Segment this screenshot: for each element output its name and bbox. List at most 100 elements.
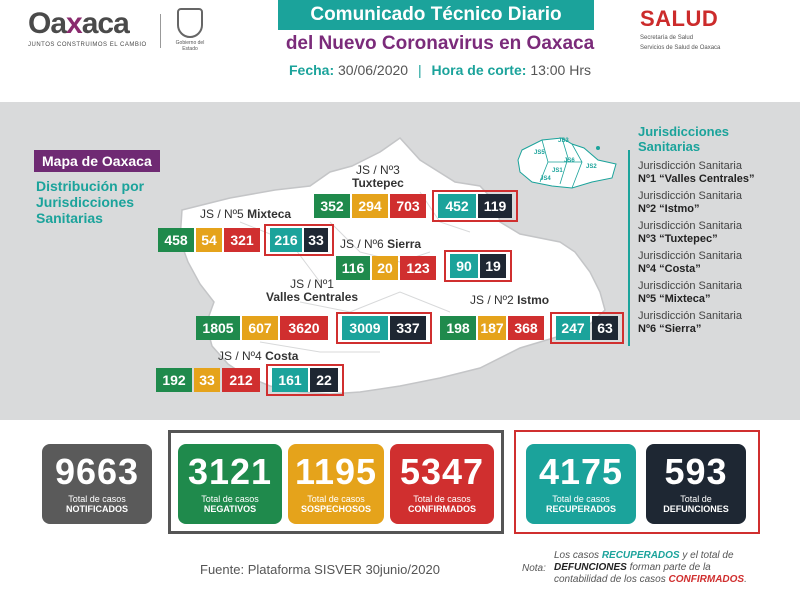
nota-part-3: forman parte de la (626, 562, 711, 573)
legend-item-3-line-1: Jurisdicción Sanitaria (638, 220, 742, 232)
logo-x: x (66, 7, 83, 40)
mapa-label: Mapa de Oaxaca (34, 150, 160, 172)
notificados-line-1: Total de casos (68, 494, 126, 504)
state-seal: Gobierno del Estado (170, 8, 210, 52)
nota-confirmados: CONFIRMADOS (668, 574, 745, 585)
tile-confirmados: 5347 Total de casos CONFIRMADOS (390, 444, 494, 524)
legend-item-3: Jurisdicción Sanitaria Nº3 “Tuxtepec” (638, 220, 742, 246)
js3-recuperados: 452 (438, 194, 476, 218)
defunciones-value: 593 (664, 451, 728, 492)
distrib-line-2: Jurisdicciones (36, 194, 135, 210)
js4-label-1: JS / Nº4 (218, 349, 262, 363)
distrib-line-3: Sanitarias (36, 210, 103, 226)
legend-item-1-line-2: Nº1 “Valles Centrales” (638, 173, 755, 185)
js6-frame (444, 250, 512, 282)
tile-notificados: 9663 Total de casos NOTIFICADOS (42, 444, 152, 524)
js5-defunciones: 33 (304, 228, 328, 252)
tile-sospechosos: 1195 Total de casos SOSPECHOSOS (288, 444, 384, 524)
js4-confirmados: 212 (222, 368, 260, 392)
legend-item-3-line-2: Nº3 “Tuxtepec” (638, 233, 718, 245)
tested-group-frame (168, 430, 504, 534)
mini-label-js6: JS6 (564, 158, 575, 164)
js5-recuperados: 216 (270, 228, 302, 252)
date-line: Fecha: 30/06/2020 | Hora de corte: 13:00… (240, 62, 640, 78)
seal-caption: Gobierno del Estado (175, 40, 205, 52)
logo-word-1: Oa (28, 7, 67, 40)
legend-title-1: Jurisdicciones (638, 124, 730, 139)
logo-word-2: aca (81, 7, 130, 40)
legend-item-1-line-1: Jurisdicción Sanitaria (638, 160, 742, 172)
defunciones-line-2: DEFUNCIONES (663, 504, 729, 514)
js1-sospechosos: 607 (242, 316, 278, 340)
legend-item-2: Jurisdicción Sanitaria Nº2 “Istmo” (638, 190, 742, 216)
notificados-value: 9663 (54, 451, 140, 492)
legend-item-4-line-2: Nº4 “Costa” (638, 263, 701, 275)
js3-frame (432, 190, 518, 222)
sospechosos-value: 1195 (294, 451, 378, 492)
sospechosos-line-1: Total de casos (307, 494, 365, 504)
hora-label: Hora de corte: (431, 62, 527, 78)
legend-item-4-line-1: Jurisdicción Sanitaria (638, 250, 742, 262)
js4-defunciones: 22 (310, 368, 338, 392)
js3-confirmados: 703 (390, 194, 426, 218)
confirmados-line-1: Total de casos (413, 494, 471, 504)
recuperados-value: 4175 (538, 451, 624, 492)
legend-item-6-line-1: Jurisdicción Sanitaria (638, 310, 742, 322)
js3-negativos: 352 (314, 194, 350, 218)
negativos-value: 3121 (187, 451, 273, 492)
js4-frame (266, 364, 344, 396)
js1-frame (336, 312, 432, 344)
js4-negativos: 192 (156, 368, 192, 392)
header-divider (160, 14, 161, 48)
notificados-line-2: NOTIFICADOS (66, 504, 128, 514)
js2-defunciones: 63 (592, 316, 618, 340)
confirmed-outcomes-frame (514, 430, 760, 534)
js6-label: JS / Nº6 Sierra (340, 238, 421, 251)
js3-defunciones: 119 (478, 194, 512, 218)
salud-logo: SALUD Secretaría de Salud Servicios de S… (640, 6, 780, 52)
tile-defunciones: 593 Total de DEFUNCIONES (646, 444, 746, 524)
nota-text: Los casos RECUPERADOS y el total de DEFU… (554, 550, 794, 586)
page-title: Comunicado Técnico Diario (278, 0, 594, 30)
js3-label-1: JS / Nº3 (356, 163, 400, 177)
hora-value: 13:00 Hrs (530, 62, 592, 78)
legend-item-5-line-1: Jurisdicción Sanitaria (638, 280, 742, 292)
js2-sospechosos: 187 (478, 316, 506, 340)
js5-negativos: 458 (158, 228, 194, 252)
js3-label: JS / Nº3 Tuxtepec (352, 164, 404, 190)
mini-label-js2: JS2 (586, 164, 597, 170)
js1-negativos: 1805 (196, 316, 240, 340)
legend-item-6-line-2: Nº6 “Sierra” (638, 323, 702, 335)
page-subtitle: del Nuevo Coronavirus en Oaxaca (285, 33, 595, 54)
js5-label: JS / Nº5 Mixteca (200, 208, 291, 221)
legend-item-5: Jurisdicción Sanitaria Nº5 “Mixteca” (638, 280, 742, 306)
mini-label-js5: JS5 (534, 150, 545, 156)
mini-label-js4: JS4 (540, 176, 551, 182)
mini-label-js1: JS1 (552, 168, 563, 174)
legend-item-4: Jurisdicción Sanitaria Nº4 “Costa” (638, 250, 742, 276)
distrib-line-1: Distribución por (36, 178, 145, 194)
js3-label-2: Tuxtepec (352, 176, 404, 190)
nota-recuperados: RECUPERADOS (601, 550, 680, 561)
salud-sub-2: Servicios de Salud de Oaxaca (640, 45, 721, 51)
negativos-line-2: NEGATIVOS (203, 504, 257, 514)
source-note: Fuente: Plataforma SISVER 30junio/2020 (200, 562, 440, 577)
legend-rule (628, 150, 630, 346)
js3-sospechosos: 294 (352, 194, 388, 218)
sospechosos-line-2: SOSPECHOSOS (300, 504, 372, 514)
legend-item-6: Jurisdicción Sanitaria Nº6 “Sierra” (638, 310, 742, 336)
js2-label-2: Istmo (517, 293, 550, 307)
nota-defunciones: DEFUNCIONES (554, 562, 627, 573)
js2-frame (550, 312, 624, 344)
mini-map (517, 137, 617, 189)
js6-label-2: Sierra (387, 237, 422, 251)
nota-part-2: y el total de (679, 550, 734, 561)
js5-confirmados: 321 (224, 228, 260, 252)
js2-label: JS / Nº2 Istmo (470, 294, 549, 307)
js2-negativos: 198 (440, 316, 476, 340)
js6-recuperados: 90 (450, 254, 478, 278)
nota-label: Nota: (522, 563, 546, 574)
js6-defunciones: 19 (480, 254, 506, 278)
js6-sospechosos: 20 (372, 256, 398, 280)
shield-icon (177, 8, 203, 38)
